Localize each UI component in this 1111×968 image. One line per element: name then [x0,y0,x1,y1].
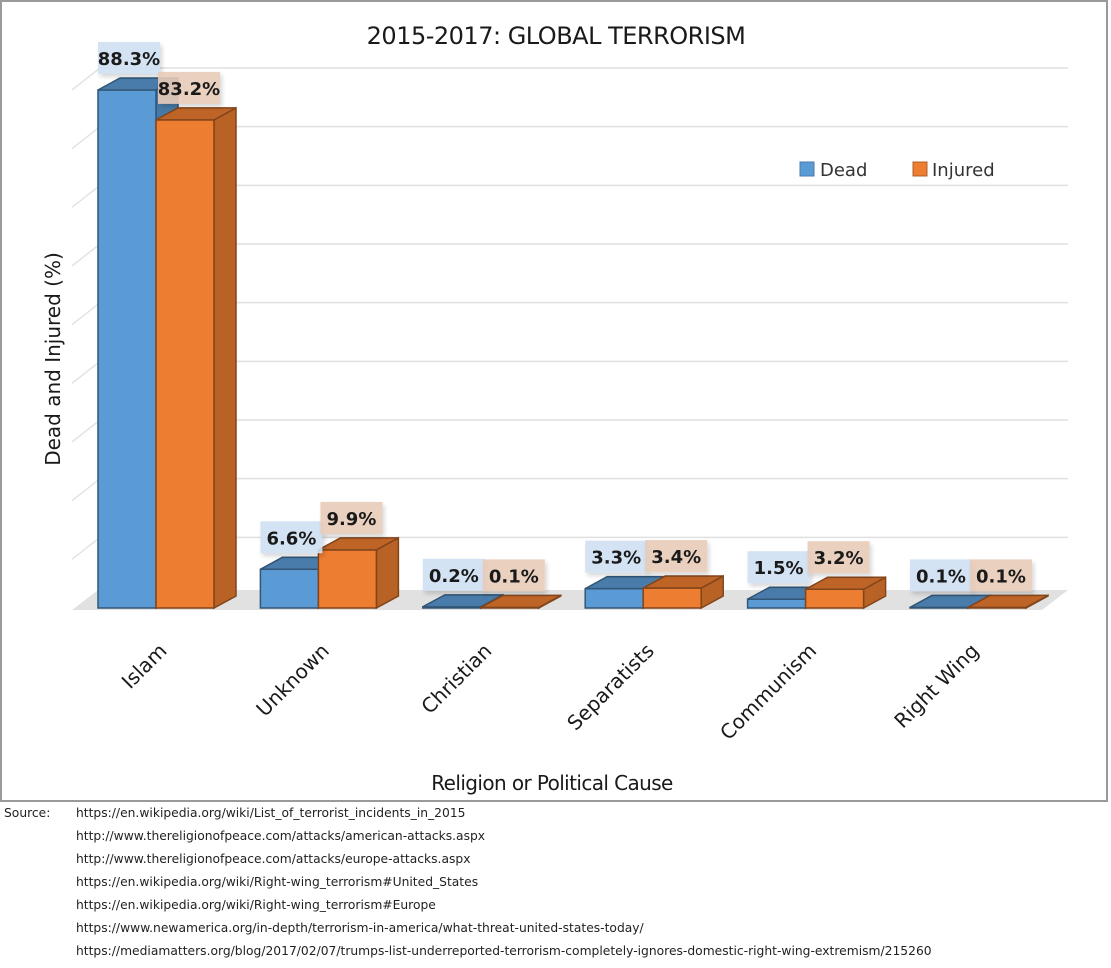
gridline-side [71,419,101,443]
source-link[interactable]: https://en.wikipedia.org/wiki/Right-wing… [76,875,479,889]
data-labels: 88.3% 83.2% 6.6% 9.9% 0.2% 0.1% 3.3% 3.4% 1.5% 3.… [98,41,1032,592]
data-label-text: 0.1% [976,566,1026,587]
data-label-text: 3.2% [814,548,864,569]
category-label: Christian [416,639,496,719]
bar-front [746,598,807,609]
data-label-dead: 0.1% [910,559,972,592]
data-label-injured: 83.2% [158,71,220,104]
data-label-injured: 9.9% [320,501,383,534]
data-label-box [910,559,972,592]
source-link[interactable]: https://en.wikipedia.org/wiki/List_of_te… [76,806,466,820]
bar-front [804,588,865,609]
data-label-box [98,41,160,74]
bar-front [317,549,378,609]
source-link[interactable]: https://en.wikipedia.org/wiki/Right-wing… [76,898,436,912]
data-label-box [645,540,708,573]
source-label: Source: [4,806,51,820]
data-label-box [585,540,648,573]
data-label-text: 3.3% [591,548,641,569]
gridline-side [71,302,101,326]
legend-item-dead[interactable]: Dead [799,160,867,181]
data-label-dead: 0.2% [422,558,485,591]
gridline-side [71,184,101,208]
chart-frame: 88.3% 83.2% 6.6% 9.9% 0.2% 0.1% 3.3% 3.4% 1.5% 3.… [0,0,1108,802]
data-label-text: 88.3% [98,49,160,70]
bar-top [155,107,237,121]
legend-swatch-dead [799,161,815,177]
bars [97,76,1049,610]
legend-swatch-injured [912,161,928,177]
data-label-injured: 3.4% [645,540,708,573]
data-label-text: 1.5% [754,558,804,579]
data-label-dead: 3.3% [585,540,648,573]
bar-front [642,587,702,609]
data-label-dead: 6.6% [260,521,323,554]
gridline-side [71,126,101,150]
data-label-dead: 88.3% [98,41,160,74]
legend-item-injured[interactable]: Injured [912,160,995,181]
data-label-text: 3.4% [651,547,701,568]
source-link[interactable]: http://www.thereligionofpeace.com/attack… [76,852,471,866]
category-label: Right Wing [889,639,983,733]
data-label-box [807,541,870,574]
legend: Dead Injured [799,160,995,181]
gridline-side [71,478,101,502]
category-label: Communism [715,639,821,745]
data-label-injured: 0.1% [970,559,1032,592]
data-label-box [158,71,220,104]
bar-top [642,575,724,589]
source-link[interactable]: http://www.thereligionofpeace.com/attack… [76,829,486,843]
legend-label-dead: Dead [820,160,867,181]
bar-front [155,119,215,609]
bar-injured [317,536,400,610]
source-link[interactable]: https://www.newamerica.org/in-depth/terr… [76,921,644,935]
chart: 88.3% 83.2% 6.6% 9.9% 0.2% 0.1% 3.3% 3.4% 1.5% 3.… [41,22,1068,795]
bar-top [318,537,399,551]
bar-front [259,568,320,609]
data-label-injured: 3.2% [807,541,870,574]
bar-front [97,89,157,609]
data-label-text: 0.2% [429,566,479,587]
data-label-text: 83.2% [158,79,220,100]
category-label: Islam [117,639,172,694]
data-label-box [260,521,323,554]
legend-label-injured: Injured [932,160,995,181]
bar-injured [967,594,1049,610]
data-label-text: 6.6% [266,528,316,549]
data-label-box [422,558,485,591]
data-label-box [320,501,383,534]
x-axis-label: Religion or Political Cause [431,771,673,795]
bar-top [805,576,886,590]
gridline-side [71,360,101,384]
bar-side [213,106,237,610]
data-label-text: 0.1% [916,566,966,587]
data-label-box [970,559,1032,592]
bar-top [480,594,562,609]
data-label-box [482,559,545,592]
y-axis-label: Dead and Injured (%) [41,252,65,466]
bar-front [584,587,644,609]
data-label-text: 0.1% [489,566,539,587]
gridline-side [71,536,101,560]
bar-top [967,594,1049,609]
data-label-injured: 0.1% [482,559,545,592]
gridline-side [71,243,101,267]
category-label: Separatists [562,639,659,736]
data-label-box [747,551,810,584]
bar-injured [642,574,724,610]
data-label-text: 9.9% [326,509,376,530]
bar-injured [480,594,562,610]
source-link[interactable]: https://mediamatters.org/blog/2017/02/07… [76,944,932,958]
chart-title: 2015-2017: GLOBAL TERRORISM [367,22,746,50]
gridline-side [71,67,101,91]
category-label: Unknown [251,639,334,722]
bar-injured [804,575,887,610]
category-labels: Islam Unknown Christian Separatists Communis… [117,639,984,745]
data-label-dead: 1.5% [747,551,810,584]
gridlines [71,67,1068,560]
bar-injured [155,106,237,610]
